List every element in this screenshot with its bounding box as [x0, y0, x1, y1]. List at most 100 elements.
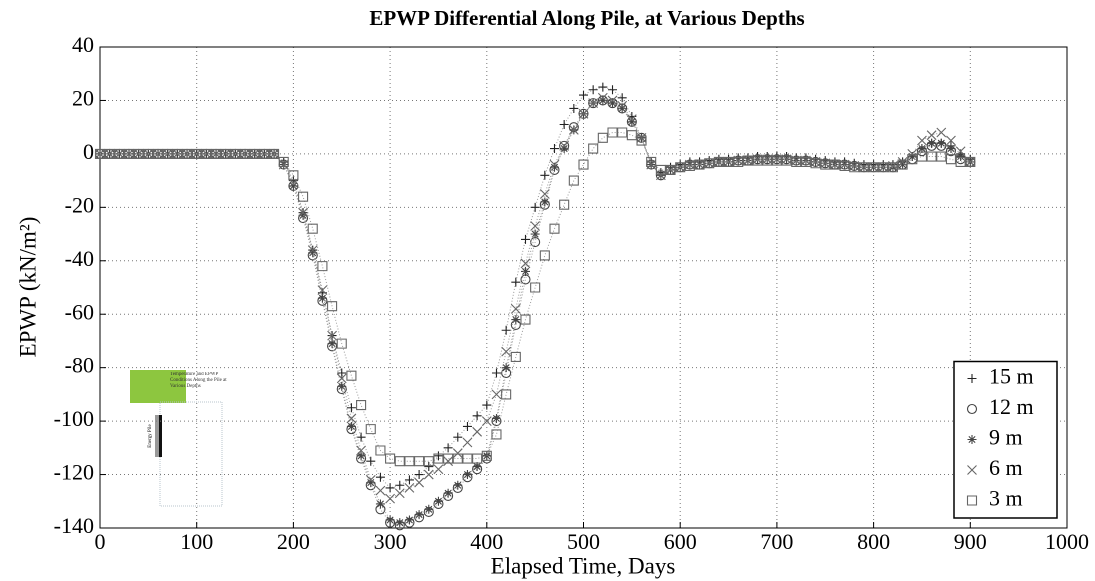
marker — [346, 403, 356, 413]
y-tick-label: -140 — [54, 513, 94, 538]
marker — [540, 197, 550, 207]
marker — [539, 250, 550, 261]
marker — [385, 517, 396, 528]
x-tick-label: 300 — [374, 529, 407, 554]
marker — [433, 464, 444, 475]
marker — [404, 515, 414, 525]
marker — [588, 143, 599, 154]
marker — [849, 162, 860, 173]
marker — [481, 450, 492, 461]
marker — [298, 207, 308, 218]
marker — [365, 424, 376, 435]
marker — [365, 475, 376, 485]
marker — [385, 493, 395, 504]
marker — [201, 149, 212, 159]
marker — [568, 124, 579, 135]
marker — [375, 504, 386, 515]
marker — [501, 363, 511, 373]
x-tick-label: 700 — [760, 529, 793, 554]
marker — [568, 175, 579, 186]
marker — [559, 140, 570, 151]
marker — [530, 229, 540, 239]
marker — [356, 432, 366, 442]
y-tick-label: 0 — [83, 139, 94, 164]
marker — [743, 155, 753, 166]
x-tick-label: 1000 — [1045, 529, 1089, 554]
marker — [220, 148, 231, 159]
marker — [375, 485, 386, 496]
y-tick-label: -100 — [54, 406, 94, 431]
marker — [481, 416, 492, 426]
legend-label: 9 m — [989, 425, 1023, 450]
marker — [230, 148, 241, 159]
marker — [752, 155, 763, 166]
marker — [549, 144, 559, 154]
marker — [298, 210, 308, 220]
marker — [917, 144, 927, 154]
marker — [453, 480, 463, 490]
marker — [636, 132, 647, 143]
inset-pile-shade — [155, 415, 159, 457]
marker — [646, 156, 657, 167]
marker — [694, 159, 705, 170]
marker — [240, 148, 251, 159]
marker — [830, 159, 840, 170]
marker — [965, 156, 976, 167]
legend-marker — [966, 403, 978, 415]
inset-grid — [159, 401, 223, 507]
marker — [191, 148, 202, 159]
marker — [520, 266, 530, 276]
marker — [240, 149, 250, 159]
marker — [704, 158, 715, 169]
marker — [462, 421, 472, 431]
marker — [839, 160, 850, 171]
marker — [259, 148, 270, 159]
inset-title: Temperature and EPWP Conditions Along th… — [170, 372, 227, 389]
marker — [375, 445, 386, 456]
marker — [394, 456, 405, 467]
marker — [404, 475, 414, 485]
marker — [617, 93, 627, 103]
series-line — [100, 132, 971, 462]
marker — [394, 488, 405, 499]
marker — [375, 499, 385, 509]
marker — [452, 453, 463, 464]
marker — [511, 277, 521, 287]
marker — [462, 453, 473, 464]
marker — [713, 156, 724, 167]
marker — [568, 122, 579, 133]
marker — [598, 95, 608, 105]
marker — [472, 453, 483, 464]
marker — [133, 149, 144, 159]
marker — [327, 330, 337, 341]
marker — [472, 462, 482, 472]
marker — [491, 429, 502, 440]
y-tick-label: -120 — [54, 460, 94, 485]
marker — [559, 144, 569, 154]
marker — [443, 443, 453, 453]
marker — [617, 127, 628, 138]
marker — [617, 100, 628, 111]
marker — [453, 432, 463, 442]
legend-label: 3 m — [989, 486, 1023, 511]
marker — [414, 456, 425, 467]
marker — [346, 370, 357, 381]
marker — [278, 156, 289, 167]
marker — [916, 151, 927, 162]
marker — [443, 453, 454, 464]
marker — [385, 515, 395, 525]
y-tick-label: -20 — [65, 192, 94, 217]
x-tick-label: 500 — [567, 529, 600, 554]
marker — [443, 490, 454, 501]
x-tick-label: 900 — [954, 529, 987, 554]
marker — [956, 152, 966, 162]
y-tick-label: -80 — [65, 353, 94, 378]
marker — [888, 162, 898, 172]
marker — [511, 315, 521, 325]
marker — [878, 162, 889, 173]
marker — [540, 170, 550, 180]
marker — [626, 114, 637, 125]
marker — [936, 140, 947, 151]
marker — [482, 400, 492, 410]
marker — [800, 156, 811, 167]
